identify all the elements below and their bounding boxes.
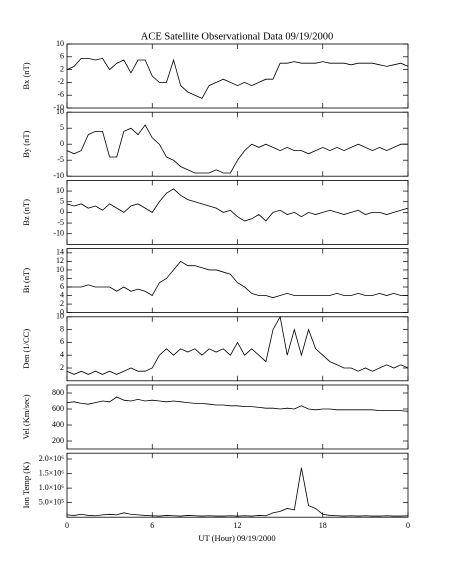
y-tick-label: -6 <box>57 90 64 99</box>
y-tick-label: 8 <box>60 273 64 282</box>
y-axis-label: By (nT) <box>21 130 31 157</box>
y-tick-label: 5.0×10⁵ <box>39 497 65 506</box>
y-tick-label: 10 <box>56 107 64 116</box>
data-line <box>66 124 408 174</box>
data-line <box>66 57 409 99</box>
y-tick-label: 6 <box>60 337 64 346</box>
x-axis-label: UT (Hour) 09/19/2000 <box>198 533 275 543</box>
panel-frame <box>66 452 409 518</box>
y-tick-label: 400 <box>52 420 64 429</box>
y-tick-label: 14 <box>56 248 64 257</box>
y-tick-label: 10 <box>56 265 64 274</box>
x-tick-label: 0 <box>65 521 69 530</box>
data-line <box>66 467 409 517</box>
y-tick-label: -10 <box>53 103 64 112</box>
y-tick-label: -10 <box>53 171 64 180</box>
data-line <box>67 260 408 299</box>
panel-frame <box>66 43 409 109</box>
y-tick-label: 1.5×10⁶ <box>39 468 65 477</box>
y-tick-label: -5 <box>57 155 64 164</box>
y-tick-label: -10 <box>53 229 64 238</box>
panel-frame <box>66 384 409 450</box>
y-axis-label: Den (1/CC) <box>21 329 31 369</box>
y-tick-label: 10 <box>56 312 64 321</box>
panel-frame <box>66 248 409 314</box>
y-tick-label: -5 <box>57 218 64 227</box>
y-tick-label: 4 <box>60 290 64 299</box>
y-tick-label: 10 <box>56 39 64 48</box>
y-tick-label: 5 <box>60 197 64 206</box>
y-tick-label: -2 <box>57 77 64 86</box>
y-axis-label: Bx (nT) <box>21 62 31 89</box>
y-tick-label: 600 <box>52 404 64 413</box>
y-tick-label: 6 <box>60 52 64 61</box>
y-tick-label: 0 <box>60 139 64 148</box>
y-axis-label: Bt (nT) <box>21 268 31 293</box>
chart-title: ACE Satellite Observational Data 09/19/2… <box>141 31 333 42</box>
y-tick-label: 200 <box>52 436 64 445</box>
x-tick-label: 0 <box>406 521 410 530</box>
y-tick-label: 800 <box>52 388 64 397</box>
y-tick-label: 2 <box>60 64 64 73</box>
y-tick-label: 0 <box>60 207 64 216</box>
y-tick-label: 10 <box>56 186 64 195</box>
y-tick-label: 1.0×10⁶ <box>39 483 65 492</box>
y-axis-label: Vel (Km/sec) <box>21 394 31 439</box>
y-tick-label: 8 <box>60 324 64 333</box>
x-tick-label: 12 <box>234 521 242 530</box>
y-tick-label: 0 <box>60 307 64 316</box>
y-tick-label: 2.0×10⁶ <box>39 454 65 463</box>
data-line <box>66 396 409 412</box>
panel-frame <box>66 179 409 245</box>
y-tick-label: 2 <box>60 363 64 372</box>
y-axis-label: Ion Temp (K) <box>21 462 31 509</box>
x-tick-label: 6 <box>150 521 154 530</box>
panel-frame <box>66 316 409 382</box>
data-line <box>66 188 409 222</box>
x-tick-label: 18 <box>319 521 327 530</box>
y-tick-label: 6 <box>60 282 64 291</box>
y-tick-label: 12 <box>56 256 64 265</box>
y-tick-label: 5 <box>60 123 64 132</box>
y-tick-label: 4 <box>60 350 64 359</box>
y-tick-label: 2 <box>60 299 64 308</box>
data-line <box>66 315 409 375</box>
y-axis-label: Bz (nT) <box>21 199 31 226</box>
panel-frame <box>66 111 409 177</box>
